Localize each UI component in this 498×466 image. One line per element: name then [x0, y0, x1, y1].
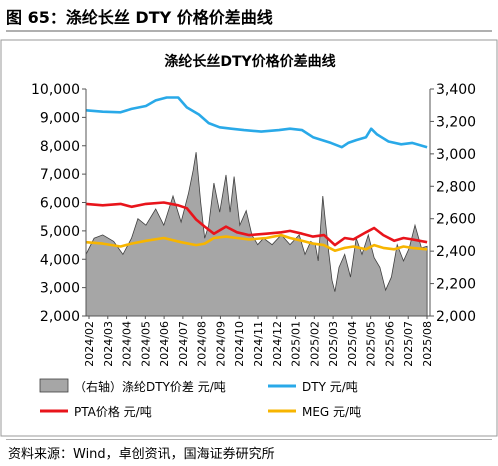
- left-tick-label: 3,000: [40, 281, 80, 297]
- x-tick-label: 2025/05: [365, 321, 378, 367]
- x-tick-label: 2024/05: [139, 321, 152, 367]
- x-tick-label: 2024/02: [83, 321, 96, 367]
- series-line-pta: [85, 201, 428, 247]
- right-tick-label: 2,600: [436, 212, 476, 228]
- spread-area: [85, 152, 428, 317]
- figure-title: 图 65：涤纶长丝 DTY 价格价差曲线: [6, 8, 273, 27]
- right-tick-label: 2,400: [436, 244, 476, 260]
- x-tick-label: 2024/03: [102, 321, 115, 367]
- left-tick-label: 4,000: [40, 252, 80, 268]
- source-divider: [6, 439, 492, 440]
- x-tick-label: 2025/02: [308, 321, 321, 367]
- x-tick-label: 2025/01: [290, 321, 303, 367]
- left-tick-label: 7,000: [40, 167, 80, 183]
- axes-group: 2,000 3,000 4,000 5,000 6,000 7,000 8,000 9,000…: [31, 82, 476, 367]
- left-tick-label: 9,000: [40, 110, 80, 126]
- series-line-meg: [85, 233, 428, 252]
- left-tick-label: 2,000: [40, 309, 80, 325]
- series-line-dty: [85, 96, 428, 149]
- x-tick-label: 2025/04: [346, 321, 359, 367]
- left-tick-label: 8,000: [40, 139, 80, 155]
- left-tick-label: 6,000: [40, 196, 80, 212]
- title-divider: [6, 30, 492, 32]
- x-tick-label: 2025/03: [327, 321, 340, 367]
- x-tick-label: 2025/06: [383, 321, 396, 367]
- chart-title: 涤纶长丝DTY价格价差曲线: [164, 53, 335, 70]
- x-tick-label: 2024/10: [233, 321, 246, 367]
- x-tick-label: 2024/07: [177, 321, 190, 367]
- x-tick-label: 2024/06: [158, 321, 171, 367]
- right-tick-label: 2,200: [436, 277, 476, 293]
- right-tick-label: 3,200: [436, 114, 476, 130]
- x-tick-label: 2024/11: [252, 321, 265, 367]
- right-tick-label: 2,000: [436, 309, 476, 325]
- legend-label-meg: MEG 元/吨: [302, 405, 361, 419]
- x-tick-label: 2024/08: [196, 321, 209, 367]
- x-tick-label: 2025/08: [421, 321, 434, 367]
- x-tick-label: 2024/04: [121, 321, 134, 367]
- right-tick-label: 3,000: [436, 147, 476, 163]
- legend: （右轴）涤纶DTY价差 元/吨 DTY 元/吨 PTA价格 元/吨 MEG 元/吨: [39, 378, 361, 419]
- legend-label-spread: （右轴）涤纶DTY价差 元/吨: [74, 379, 226, 394]
- right-tick-label: 2,800: [436, 179, 476, 195]
- legend-label-pta: PTA价格 元/吨: [74, 404, 152, 419]
- left-tick-label: 10,000: [31, 82, 80, 98]
- legend-swatch-spread: [39, 378, 69, 393]
- source-note: 资料来源：Wind，卓创资讯，国海证券研究所: [8, 447, 275, 462]
- chart-frame: [0, 39, 498, 437]
- legend-label-dty: DTY 元/吨: [302, 380, 358, 394]
- right-tick-label: 3,400: [436, 82, 476, 98]
- left-tick-label: 5,000: [40, 224, 80, 240]
- x-tick-label: 2024/09: [214, 321, 227, 367]
- x-tick-label: 2025/07: [402, 321, 415, 367]
- spread-area-series: [85, 152, 428, 317]
- line-series-group: [85, 96, 428, 252]
- x-tick-label: 2024/12: [271, 321, 284, 367]
